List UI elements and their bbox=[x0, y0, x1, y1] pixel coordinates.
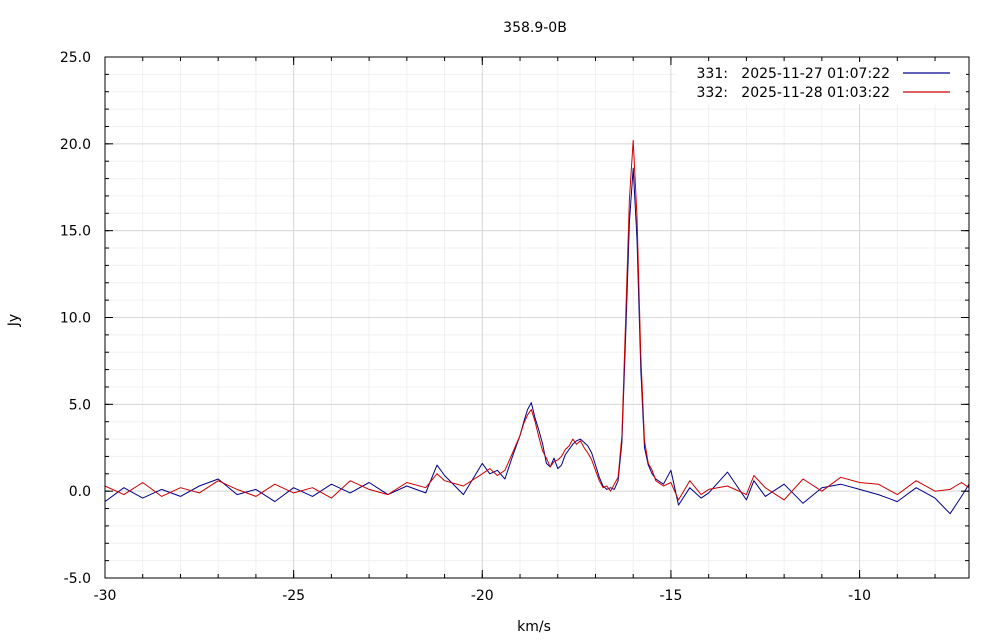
legend-label-series-1: 331: 2025-11-27 01:07:22 bbox=[697, 66, 890, 82]
x-tick-label: -30 bbox=[94, 588, 117, 604]
x-tick-label: -25 bbox=[282, 588, 305, 604]
y-tick-label: 15.0 bbox=[60, 224, 91, 240]
x-tick-label: -10 bbox=[848, 588, 871, 604]
y-tick-label: 5.0 bbox=[69, 397, 91, 413]
y-tick-label: 25.0 bbox=[60, 50, 91, 66]
x-tick-labels: -30 -25 -20 -15 -10 bbox=[94, 588, 871, 604]
chart-title: 358.9-0B bbox=[503, 20, 567, 36]
y-tick-label: 10.0 bbox=[60, 311, 91, 327]
y-axis-label: Jy bbox=[6, 314, 22, 327]
major-gridlines bbox=[104, 56, 969, 579]
y-tick-labels: -5.0 0.0 5.0 10.0 15.0 20.0 25.0 bbox=[60, 50, 91, 587]
x-tick-label: -15 bbox=[660, 588, 683, 604]
y-tick-label: -5.0 bbox=[64, 571, 91, 587]
legend-background bbox=[676, 62, 966, 104]
y-tick-label: 20.0 bbox=[60, 137, 91, 153]
series-line-2 bbox=[104, 139, 970, 501]
y-tick-label: 0.0 bbox=[69, 484, 91, 500]
legend-label-series-2: 332: 2025-11-28 01:03:22 bbox=[697, 85, 890, 101]
axis-ticks bbox=[104, 56, 969, 579]
series-layer bbox=[104, 139, 970, 515]
series-line-1 bbox=[104, 167, 970, 515]
x-tick-label: -20 bbox=[471, 588, 494, 604]
legend: 331: 2025-11-27 01:07:22 332: 2025-11-28… bbox=[676, 62, 966, 104]
x-axis-label: km/s bbox=[517, 619, 551, 635]
